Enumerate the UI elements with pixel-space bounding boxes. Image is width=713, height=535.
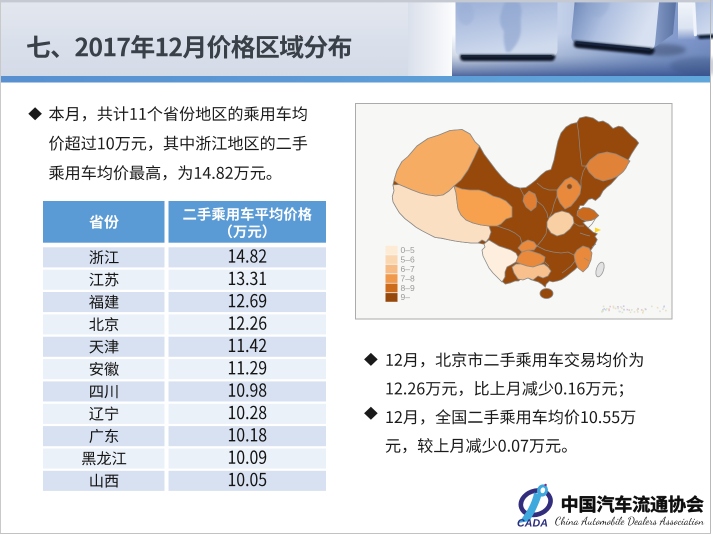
svg-text:7–8: 7–8 (401, 273, 415, 283)
svg-text:9–: 9– (401, 292, 411, 302)
svg-text:8–9: 8–9 (401, 283, 415, 293)
svg-text:6–7: 6–7 (401, 264, 415, 274)
svg-text:0–5: 0–5 (401, 245, 415, 255)
svg-text:5–6: 5–6 (401, 254, 415, 264)
